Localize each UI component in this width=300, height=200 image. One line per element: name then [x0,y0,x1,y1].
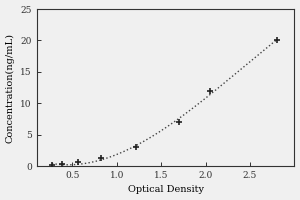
Y-axis label: Concentration(ng/mL): Concentration(ng/mL) [6,33,15,143]
X-axis label: Optical Density: Optical Density [128,185,204,194]
